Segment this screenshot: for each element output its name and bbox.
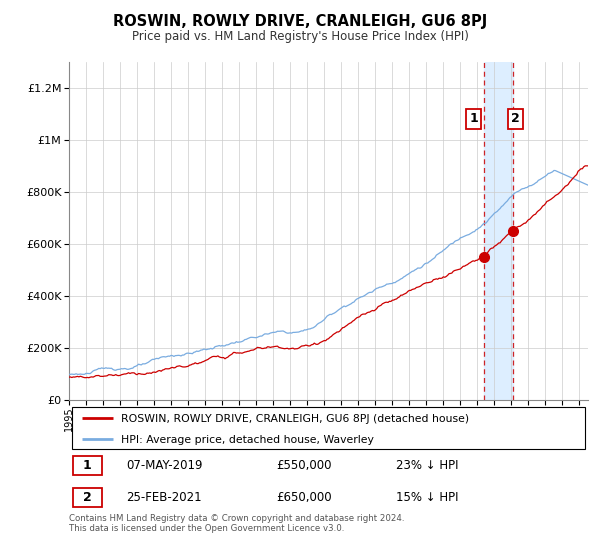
Text: 23% ↓ HPI: 23% ↓ HPI — [396, 459, 458, 473]
FancyBboxPatch shape — [73, 488, 101, 507]
Bar — [484, 62, 514, 400]
Text: £550,000: £550,000 — [277, 459, 332, 473]
Text: Contains HM Land Registry data © Crown copyright and database right 2024.
This d: Contains HM Land Registry data © Crown c… — [69, 514, 404, 534]
Text: 1: 1 — [469, 113, 478, 125]
Text: 2: 2 — [83, 491, 92, 504]
FancyBboxPatch shape — [71, 407, 586, 449]
Text: ROSWIN, ROWLY DRIVE, CRANLEIGH, GU6 8PJ (detached house): ROSWIN, ROWLY DRIVE, CRANLEIGH, GU6 8PJ … — [121, 414, 469, 424]
Text: Price paid vs. HM Land Registry's House Price Index (HPI): Price paid vs. HM Land Registry's House … — [131, 30, 469, 43]
Text: HPI: Average price, detached house, Waverley: HPI: Average price, detached house, Wave… — [121, 435, 374, 445]
Text: ROSWIN, ROWLY DRIVE, CRANLEIGH, GU6 8PJ: ROSWIN, ROWLY DRIVE, CRANLEIGH, GU6 8PJ — [113, 14, 487, 29]
Text: 15% ↓ HPI: 15% ↓ HPI — [396, 491, 458, 504]
FancyBboxPatch shape — [73, 456, 101, 475]
Text: £650,000: £650,000 — [277, 491, 332, 504]
Text: 07-MAY-2019: 07-MAY-2019 — [126, 459, 203, 473]
Text: 25-FEB-2021: 25-FEB-2021 — [126, 491, 202, 504]
Text: 1: 1 — [83, 459, 92, 473]
Text: 2: 2 — [511, 113, 520, 125]
